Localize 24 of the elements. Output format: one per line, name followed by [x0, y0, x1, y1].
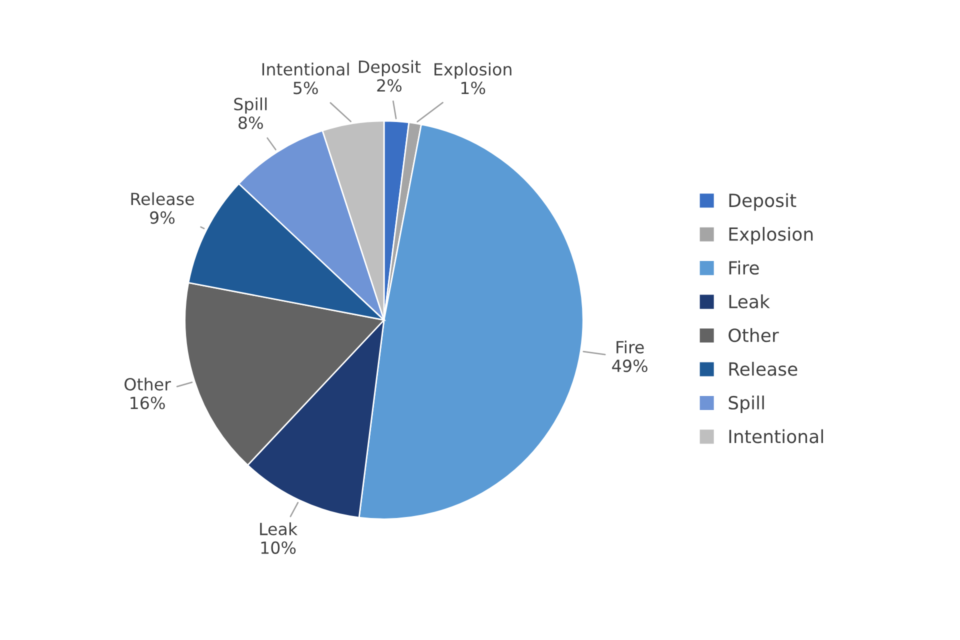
data-label: 8%: [238, 116, 263, 130]
data-label: 9%: [150, 211, 175, 224]
legend-label: Release: [729, 362, 798, 376]
slice-label: Explosion: [434, 62, 512, 79]
legend-label: Spill: [728, 396, 764, 414]
legend-label: Other: [728, 328, 779, 342]
data-label: 1%: [461, 82, 486, 94]
slice-label: Spill: [234, 98, 267, 114]
data-label: 49%: [612, 360, 648, 372]
data-label: 5%: [294, 82, 318, 94]
legend-label: Intentional: [729, 429, 823, 444]
legend-label: Explosion: [729, 226, 813, 244]
legend-label: Fire: [729, 260, 759, 275]
slice-label: Other: [124, 378, 171, 391]
data-label: 16%: [130, 396, 165, 410]
data-label: 2%: [377, 79, 402, 92]
legend-label: Leak: [729, 294, 770, 308]
legend-label: Deposit: [729, 193, 796, 211]
slice-label: Leak: [260, 522, 298, 536]
slice-label: Release: [131, 192, 194, 206]
slice-label: Deposit: [358, 60, 421, 76]
slice-label: Fire: [616, 340, 644, 354]
data-label: 10%: [261, 541, 296, 554]
slice-label: Intentional: [262, 62, 349, 76]
